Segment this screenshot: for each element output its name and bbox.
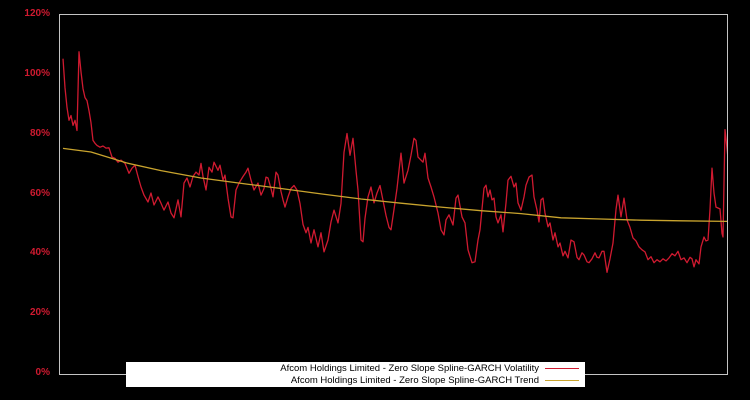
legend-line-sample (545, 368, 579, 369)
y-axis-tick-label: 100% (24, 67, 50, 79)
legend-line-sample (545, 380, 579, 381)
legend: Afcom Holdings Limited - Zero Slope Spli… (126, 362, 585, 387)
legend-label: Afcom Holdings Limited - Zero Slope Spli… (280, 362, 539, 374)
legend-label: Afcom Holdings Limited - Zero Slope Spli… (290, 374, 539, 386)
plot-area: Afcom Holdings Limited - Zero Slope Spli… (59, 14, 728, 387)
chart-canvas (62, 51, 727, 273)
y-axis-tick-label: 40% (29, 247, 50, 259)
series-line (62, 51, 727, 273)
y-axis-tick-label: 80% (29, 127, 50, 139)
y-axis-tick-label: 120% (24, 8, 50, 19)
series-line (62, 147, 727, 223)
legend-entry: Afcom Holdings Limited - Zero Slope Spli… (130, 375, 579, 386)
y-axis-tick-label: 60% (29, 187, 50, 199)
y-axis-tick-label: 0% (35, 367, 50, 378)
legend-entry: Afcom Holdings Limited - Zero Slope Spli… (130, 363, 579, 374)
y-axis-tick-label: 20% (29, 307, 50, 319)
